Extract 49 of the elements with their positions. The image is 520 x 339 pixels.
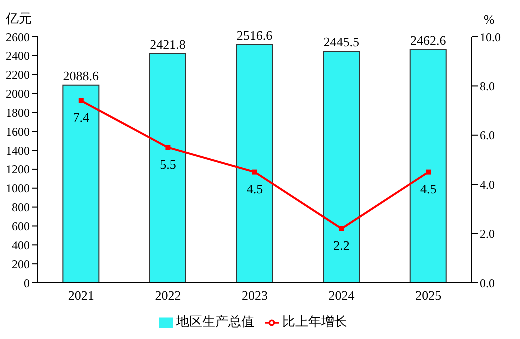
point (426, 170, 432, 175)
y-tick-label: 1800 (6, 106, 30, 120)
y-tick-label: 800 (12, 200, 30, 215)
data-label: 2421.8 (150, 36, 186, 52)
y-tick-label: 2200 (6, 68, 30, 82)
data-label: 2.2 (334, 238, 350, 254)
y-tick-label: 200 (12, 257, 30, 272)
data-label: 4.5 (420, 182, 437, 197)
x-tick-label: 2025 (416, 288, 442, 304)
y-tick-label: 1400 (6, 144, 30, 158)
legend-label: 地区生产总值 (176, 314, 254, 329)
y-tick-label: 2000 (6, 87, 30, 102)
y-tick-label: 1600 (6, 124, 30, 139)
y-tick-label: 1200 (6, 162, 30, 177)
data-label: 2445.5 (324, 34, 360, 50)
bar (410, 50, 447, 283)
bar (62, 84, 100, 283)
y2-tick-label: 8.0 (480, 79, 495, 94)
legend-label: 比上年增长 (282, 314, 348, 329)
x-tick-label: 2023 (242, 288, 268, 304)
data-label: 2516.6 (236, 28, 274, 43)
y2-tick-label: 10.0 (480, 30, 501, 44)
data-label: 5.5 (160, 156, 176, 172)
x-tick-label: 2021 (68, 288, 94, 304)
x-tick-label: 2022 (155, 288, 182, 304)
x-tick-label: 2024 (328, 288, 356, 304)
y2-tick-label: 4.0 (480, 178, 495, 192)
y-tick-label: 2600 (6, 30, 30, 44)
y-tick-label: 400 (12, 238, 30, 252)
data-label: 7.4 (73, 110, 90, 126)
y2-tick-label: 0.0 (480, 276, 495, 290)
point (339, 226, 344, 232)
y2-axis-title: % (484, 12, 495, 28)
y2-tick-label: 6.0 (480, 128, 495, 143)
bar (236, 44, 274, 283)
y2-tick-label: 2.0 (480, 227, 495, 242)
point (166, 145, 171, 150)
bar (323, 51, 360, 283)
data-label: 4.5 (246, 182, 264, 197)
y-tick-label: 1000 (6, 182, 30, 196)
y-axis-title: 亿元 (6, 10, 32, 28)
data-label: 2462.6 (410, 33, 447, 48)
bar (149, 53, 186, 283)
data-label: 2088.6 (63, 68, 100, 84)
point (252, 170, 258, 175)
y-tick-label: 2400 (6, 49, 30, 64)
y-tick-label: 0 (24, 276, 30, 290)
point (78, 98, 84, 104)
y-tick-label: 600 (12, 219, 30, 234)
